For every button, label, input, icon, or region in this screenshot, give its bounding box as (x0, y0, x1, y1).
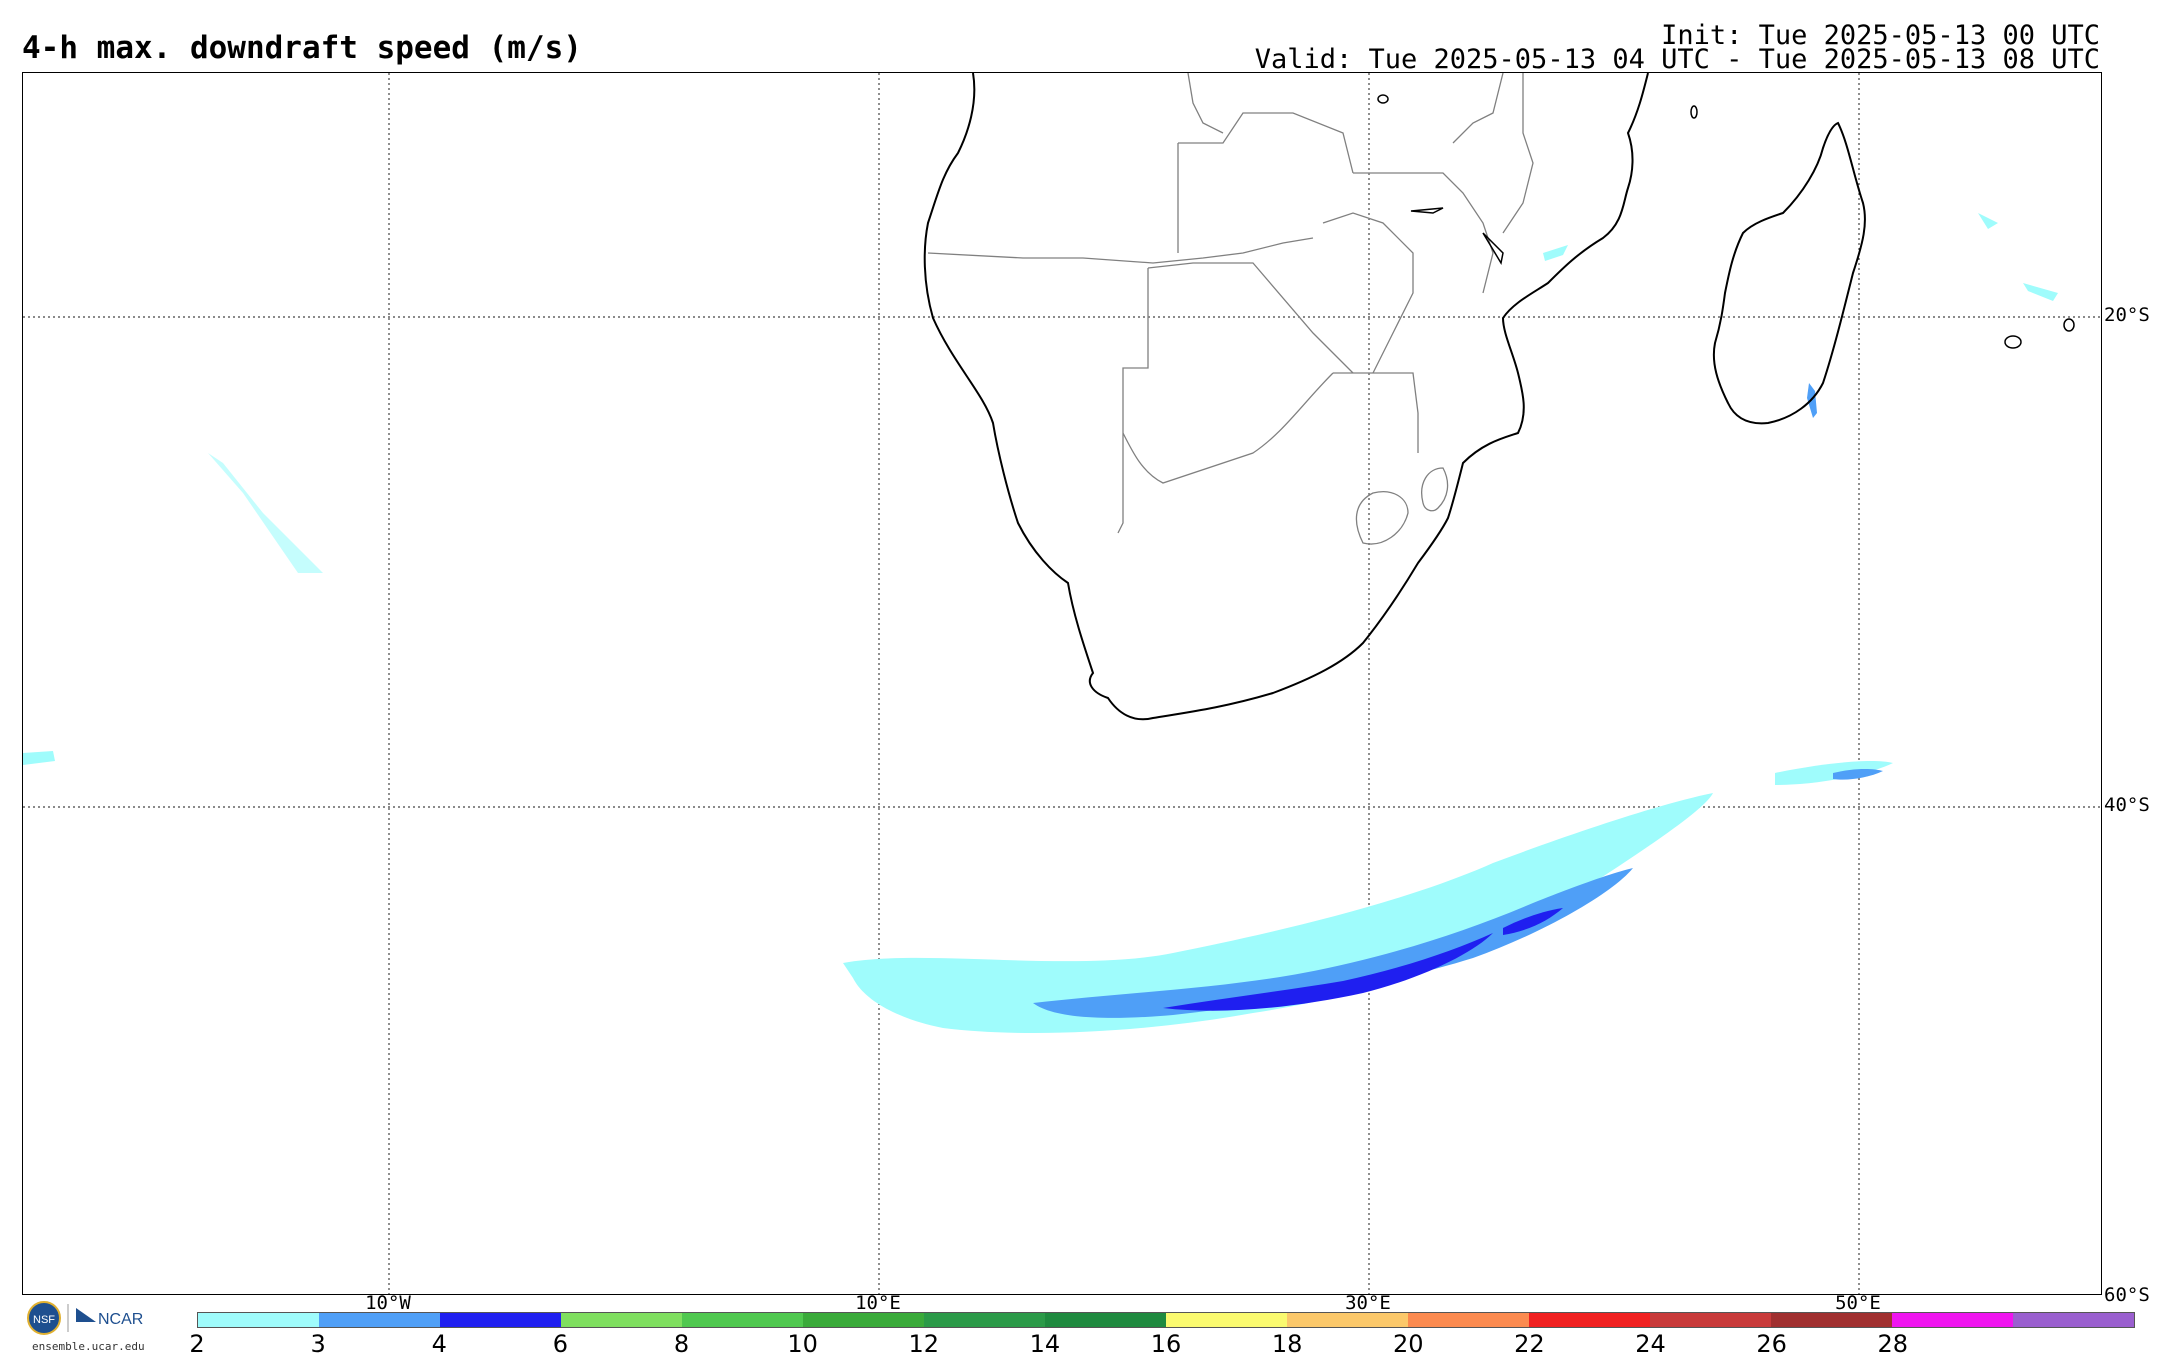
lat-label-40s: 40°S (2104, 794, 2150, 816)
svg-text:NCAR: NCAR (98, 1311, 143, 1328)
colorbar-swatch (803, 1313, 924, 1327)
colorbar-swatch (1166, 1313, 1287, 1327)
colorbar-tick-label: 12 (908, 1330, 940, 1358)
colorbar-tick-label: 18 (1271, 1330, 1303, 1358)
valid-time: Valid: Tue 2025-05-13 04 UTC - Tue 2025-… (1254, 44, 2100, 75)
lon-label-30e: 30°E (1345, 1292, 1391, 1314)
lon-label-10e: 10°E (855, 1292, 901, 1314)
country-borders (927, 73, 1534, 545)
colorbar-swatch (1408, 1313, 1529, 1327)
colorbar-swatch (1892, 1313, 2013, 1327)
colorbar-swatch (1771, 1313, 1892, 1327)
lon-label-50e: 50°E (1835, 1292, 1881, 1314)
colorbar-swatch (924, 1313, 1045, 1327)
colorbar (197, 1312, 2135, 1328)
graticule (23, 73, 2101, 1294)
colorbar-tick-label: 16 (1150, 1330, 1182, 1358)
colorbar-swatch (1529, 1313, 1650, 1327)
colorbar-tick-label: 14 (1029, 1330, 1061, 1358)
colorbar-tick-label: 4 (431, 1330, 447, 1358)
colorbar-swatch (1045, 1313, 1166, 1327)
colorbar-tick-label: 6 (552, 1330, 569, 1358)
colorbar-swatch (1650, 1313, 1771, 1327)
colorbar-tick-label: 24 (1635, 1330, 1666, 1358)
madagascar-coastline (1712, 121, 1866, 425)
colorbar-swatch (561, 1313, 682, 1327)
map-title: 4-h max. downdraft speed (m/s) (22, 30, 582, 66)
colorbar-tick-label: 8 (673, 1330, 690, 1358)
lat-label-20s: 20°S (2104, 304, 2150, 326)
africa-coastline (923, 73, 1649, 721)
lakes (1377, 94, 2075, 349)
map-canvas (23, 73, 2101, 1294)
colorbar-tick-label: 3 (310, 1330, 326, 1358)
nsf-ncar-logo: NSF NCAR (24, 1300, 154, 1344)
lon-label-10w: 10°W (365, 1292, 411, 1314)
init-time: Init: Tue 2025-05-13 00 UTC (1661, 20, 2100, 51)
ensemble-url: ensemble.ucar.edu (32, 1340, 145, 1353)
colorbar-swatch (1287, 1313, 1408, 1327)
colorbar-tick-label: 22 (1514, 1330, 1545, 1358)
colorbar-swatch (198, 1313, 319, 1327)
colorbar-tick-label: 20 (1392, 1330, 1424, 1358)
colorbar-swatch (319, 1313, 440, 1327)
downdraft-band-4-6 (1163, 933, 1493, 1011)
colorbar-swatch (440, 1313, 561, 1327)
colorbar-tick-label: 26 (1756, 1330, 1787, 1358)
colorbar-swatch (682, 1313, 803, 1327)
colorbar-tick-label: 28 (1877, 1330, 1909, 1358)
downdraft-band-2-3 (843, 793, 1713, 1033)
downdraft-field (23, 213, 2058, 1033)
lat-label-60s: 60°S (2104, 1284, 2150, 1306)
colorbar-tick-label: 2 (189, 1330, 205, 1358)
colorbar-swatch (2013, 1313, 2134, 1327)
colorbar-tick-label: 10 (787, 1330, 818, 1358)
svg-text:NSF: NSF (33, 1314, 55, 1326)
map-panel (22, 72, 2102, 1295)
